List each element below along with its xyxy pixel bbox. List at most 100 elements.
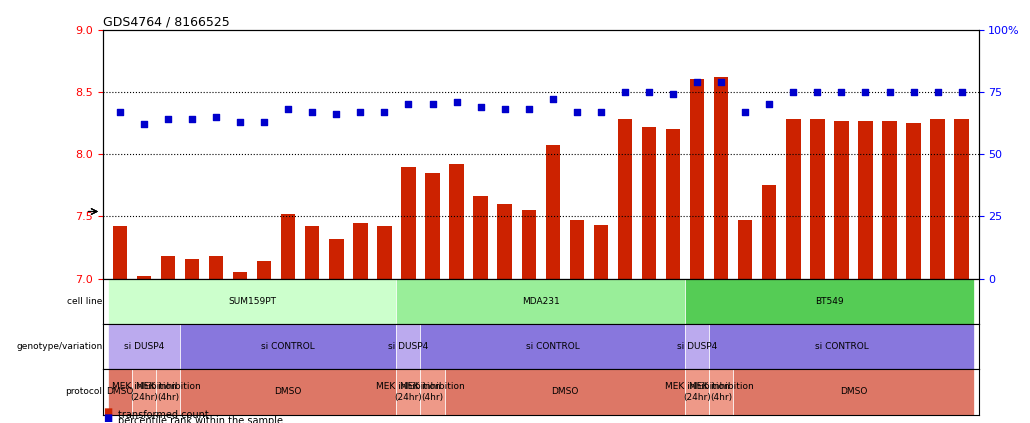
FancyBboxPatch shape xyxy=(445,369,685,415)
Bar xyxy=(690,80,705,279)
Point xyxy=(569,108,585,115)
Text: ■: ■ xyxy=(103,407,112,417)
Point xyxy=(617,88,633,95)
Point xyxy=(592,108,609,115)
Text: DMSO: DMSO xyxy=(275,387,302,396)
Text: si DUSP4: si DUSP4 xyxy=(124,342,164,351)
Point xyxy=(473,104,489,110)
Bar xyxy=(402,167,416,279)
Text: DMSO: DMSO xyxy=(839,387,867,396)
FancyBboxPatch shape xyxy=(180,369,397,415)
Bar xyxy=(184,259,199,279)
FancyBboxPatch shape xyxy=(108,279,397,324)
Bar xyxy=(425,173,440,279)
Point xyxy=(761,101,778,108)
Point xyxy=(160,116,176,123)
Text: transformed count: transformed count xyxy=(118,409,209,420)
Bar xyxy=(281,214,296,279)
Bar xyxy=(137,276,151,279)
FancyBboxPatch shape xyxy=(685,324,709,369)
FancyBboxPatch shape xyxy=(397,279,685,324)
Text: percentile rank within the sample: percentile rank within the sample xyxy=(118,416,283,423)
Bar xyxy=(811,119,825,279)
FancyBboxPatch shape xyxy=(685,279,973,324)
Bar xyxy=(570,220,584,279)
Bar xyxy=(737,220,752,279)
Point xyxy=(520,106,537,113)
Bar xyxy=(786,119,800,279)
Point xyxy=(857,88,873,95)
FancyBboxPatch shape xyxy=(709,369,733,415)
Bar xyxy=(665,129,680,279)
Bar xyxy=(521,210,536,279)
Bar xyxy=(883,121,897,279)
Text: MEK inhibition
(24hr): MEK inhibition (24hr) xyxy=(376,382,441,401)
Bar xyxy=(906,123,921,279)
Bar xyxy=(377,226,391,279)
Bar xyxy=(642,127,656,279)
Point xyxy=(329,111,345,118)
Text: MEK inhibition
(4hr): MEK inhibition (4hr) xyxy=(400,382,465,401)
Point xyxy=(376,108,392,115)
Bar xyxy=(930,119,945,279)
FancyBboxPatch shape xyxy=(685,369,709,415)
Bar xyxy=(858,121,872,279)
Bar xyxy=(834,121,849,279)
FancyBboxPatch shape xyxy=(420,369,445,415)
FancyBboxPatch shape xyxy=(156,369,180,415)
Point xyxy=(111,108,128,115)
Point xyxy=(545,96,561,103)
Point xyxy=(641,88,657,95)
Bar xyxy=(305,226,319,279)
Point xyxy=(736,108,753,115)
Bar xyxy=(474,197,488,279)
Point xyxy=(232,118,248,125)
Text: ■: ■ xyxy=(103,413,112,423)
Point xyxy=(905,88,922,95)
Point xyxy=(713,79,729,85)
Bar xyxy=(497,204,512,279)
Text: MEK inhibition
(24hr): MEK inhibition (24hr) xyxy=(664,382,729,401)
Text: MEK inhibition
(4hr): MEK inhibition (4hr) xyxy=(689,382,754,401)
Point xyxy=(448,99,465,105)
Text: GDS4764 / 8166525: GDS4764 / 8166525 xyxy=(103,16,230,28)
Point xyxy=(255,118,272,125)
Text: DMSO: DMSO xyxy=(106,387,134,396)
Text: MEK inhibition
(4hr): MEK inhibition (4hr) xyxy=(136,382,200,401)
Point xyxy=(183,116,200,123)
Point xyxy=(833,88,850,95)
Text: si CONTROL: si CONTROL xyxy=(815,342,868,351)
Point xyxy=(689,79,706,85)
Text: MEK inhibition
(24hr): MEK inhibition (24hr) xyxy=(111,382,176,401)
Point xyxy=(304,108,320,115)
Point xyxy=(785,88,801,95)
Text: SUM159PT: SUM159PT xyxy=(228,297,276,306)
FancyBboxPatch shape xyxy=(709,324,973,369)
Bar xyxy=(112,226,127,279)
Text: si DUSP4: si DUSP4 xyxy=(388,342,428,351)
Bar xyxy=(593,225,608,279)
Point xyxy=(954,88,970,95)
FancyBboxPatch shape xyxy=(180,324,397,369)
Bar xyxy=(449,164,464,279)
Bar xyxy=(762,185,777,279)
Bar xyxy=(546,146,560,279)
Text: si DUSP4: si DUSP4 xyxy=(677,342,717,351)
Point xyxy=(401,101,417,108)
FancyBboxPatch shape xyxy=(108,369,132,415)
FancyBboxPatch shape xyxy=(132,369,156,415)
FancyBboxPatch shape xyxy=(108,324,180,369)
Point xyxy=(280,106,297,113)
Point xyxy=(929,88,946,95)
Text: MDA231: MDA231 xyxy=(522,297,559,306)
Bar xyxy=(955,119,969,279)
FancyBboxPatch shape xyxy=(397,324,420,369)
Bar xyxy=(330,239,344,279)
Point xyxy=(352,108,369,115)
Text: cell line: cell line xyxy=(67,297,103,306)
Bar xyxy=(233,272,247,279)
Point xyxy=(664,91,681,98)
FancyBboxPatch shape xyxy=(397,369,420,415)
FancyBboxPatch shape xyxy=(733,369,973,415)
Text: genotype/variation: genotype/variation xyxy=(16,342,103,351)
